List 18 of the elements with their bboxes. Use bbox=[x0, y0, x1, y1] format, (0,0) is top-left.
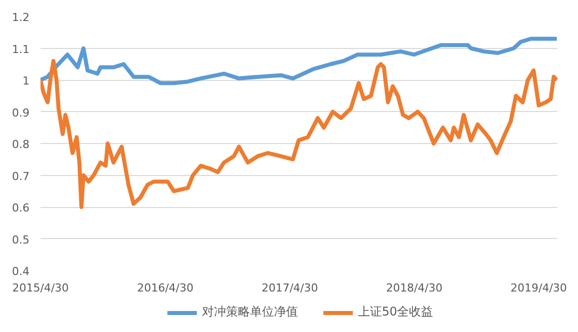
x-tick-label: 2015/4/30 bbox=[12, 282, 69, 294]
y-tick-label: 1.1 bbox=[12, 42, 30, 56]
x-tick-label: 2019/4/30 bbox=[510, 282, 567, 294]
y-tick-label: 0.6 bbox=[12, 202, 30, 214]
x-tick-label: 2018/4/30 bbox=[386, 282, 442, 294]
y-tick-label: 0.9 bbox=[12, 106, 30, 120]
line-series bbox=[40, 58, 558, 209]
y-tick-label: 1.2 bbox=[12, 11, 30, 24]
y-tick-label: 0.4 bbox=[12, 265, 30, 278]
y-tick-label: 0.7 bbox=[12, 170, 30, 183]
legend-label: 上证50全收益 bbox=[358, 304, 434, 320]
y-tick-label: 1 bbox=[22, 74, 30, 88]
legend-label: 对冲策略单位净值 bbox=[202, 304, 298, 320]
line-series bbox=[40, 36, 558, 86]
y-tick-label: 0.8 bbox=[12, 138, 30, 151]
y-tick-label: 0.5 bbox=[12, 233, 30, 246]
x-tick-label: 2016/4/30 bbox=[137, 282, 194, 294]
x-tick-label: 2017/4/30 bbox=[262, 282, 318, 294]
